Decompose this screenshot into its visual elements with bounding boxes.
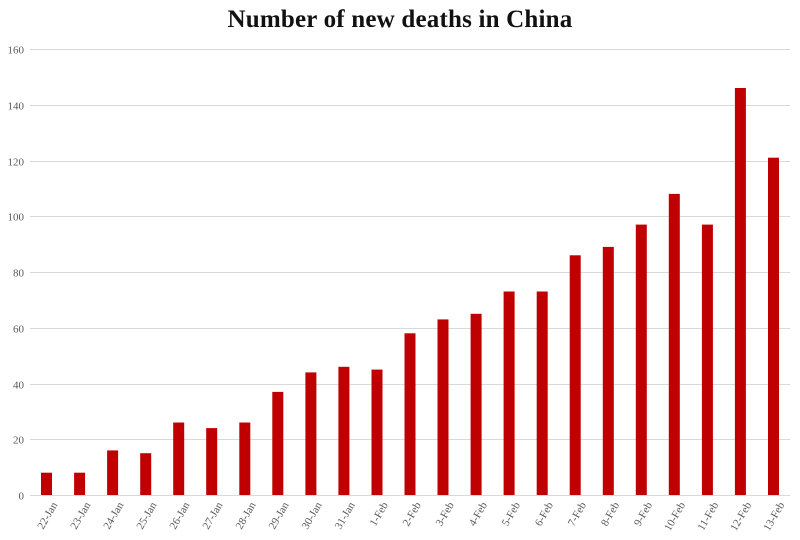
x-tick-label: 8-Feb [599,500,622,529]
x-tick-label: 3-Feb [434,500,457,529]
bar-6-Feb [536,291,548,495]
bar-3-Feb [437,319,449,495]
bars [41,88,779,495]
x-tick-label: 6-Feb [533,500,556,529]
x-tick-label: 4-Feb [467,500,490,529]
y-tick-label: 40 [13,380,25,392]
y-tick-label: 100 [8,212,25,224]
bar-12-Feb [734,88,746,495]
bar-24-Jan [107,450,119,495]
x-tick-label: 29-Jan [267,500,292,532]
bar-1-Feb [371,369,383,495]
x-tick-label: 9-Feb [632,500,655,529]
x-tick-label: 31-Jan [333,500,358,532]
bar-4-Feb [470,313,482,495]
bar-11-Feb [701,224,713,495]
bar-2-Feb [404,333,416,495]
y-tick-label: 20 [13,435,25,447]
bar-7-Feb [569,255,581,495]
y-tick-label: 120 [8,157,25,169]
bar-23-Jan [74,472,86,495]
x-tick-label: 11-Feb [695,500,721,533]
y-tick-label: 80 [13,268,25,280]
x-tick-label: 23-Jan [68,500,93,532]
x-axis-tick-labels: 22-Jan 23-Jan 24-Jan 25-Jan 26-Jan 27-Jan 28-J… [35,500,787,533]
x-tick-label: 10-Feb [662,500,688,533]
bar-10-Feb [668,193,680,495]
y-tick-label: 160 [8,45,25,57]
x-tick-label: 13-Feb [761,500,787,533]
chart-title: Number of new deaths in China [227,6,573,33]
x-tick-label: 22-Jan [35,500,60,532]
x-tick-label: 12-Feb [728,500,754,533]
x-tick-label: 24-Jan [101,500,126,532]
x-tick-label: 26-Jan [167,500,192,532]
x-tick-label: 27-Jan [200,500,225,532]
bar-29-Jan [272,391,284,495]
y-tick-label: 140 [8,101,25,113]
bar-31-Jan [338,366,350,495]
y-tick-label: 0 [19,491,25,503]
x-tick-label: 5-Feb [500,500,523,529]
bar-22-Jan [41,472,52,495]
bar-27-Jan [206,428,218,495]
y-axis-tick-labels: 0 20 40 60 80 100 120 140 160 [8,45,25,503]
x-tick-label: 30-Jan [300,500,325,532]
x-tick-label: 7-Feb [566,500,589,529]
bar-9-Feb [635,224,647,495]
bar-30-Jan [305,372,317,495]
bar-8-Feb [602,246,614,495]
x-tick-label: 25-Jan [134,500,159,532]
y-tick-label: 60 [13,324,25,336]
bar-25-Jan [140,453,152,495]
x-tick-label: 1-Feb [368,500,391,529]
bar-26-Jan [173,422,185,495]
x-tick-label: 2-Feb [401,500,424,529]
x-tick-label: 28-Jan [234,500,259,532]
bar-28-Jan [239,422,251,495]
bar-13-Feb [768,157,779,495]
bar-5-Feb [503,291,515,495]
